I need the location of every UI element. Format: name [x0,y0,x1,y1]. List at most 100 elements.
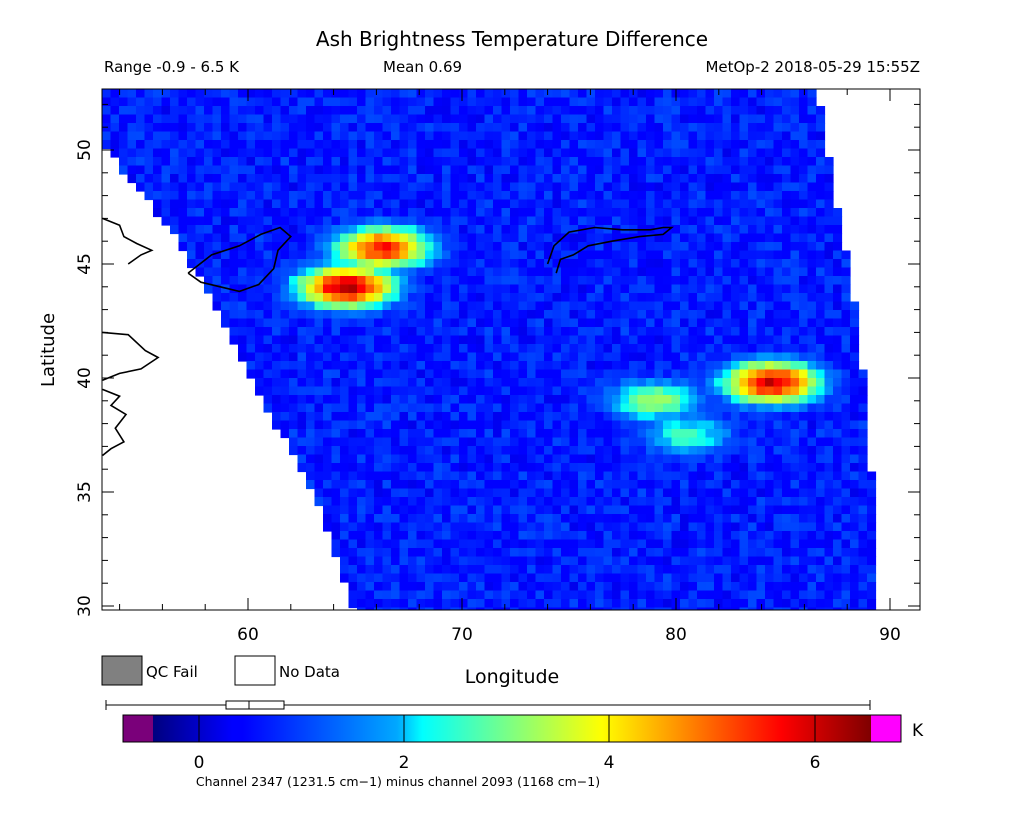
heatmap-cell [773,140,783,150]
heatmap-cell [391,386,401,396]
heatmap-cell [501,344,511,354]
heatmap-cell [603,344,613,354]
heatmap-cell [365,216,375,226]
heatmap-cell [476,488,486,498]
heatmap-cell [544,165,554,175]
heatmap-cell [688,582,698,592]
heatmap-cell [739,378,749,388]
heatmap-cell [195,199,205,209]
heatmap-cell [510,437,520,447]
heatmap-cell [459,225,469,235]
heatmap-cell [493,310,503,320]
heatmap-cell [331,539,341,549]
heatmap-cell [450,89,460,99]
heatmap-cell [807,114,817,124]
heatmap-cell [799,293,809,303]
heatmap-cell [484,89,494,99]
heatmap-cell [671,233,681,243]
heatmap-cell [170,208,180,218]
heatmap-cell [348,157,358,167]
heatmap-cell [348,403,358,413]
heatmap-cell [229,114,239,124]
heatmap-cell [603,352,613,362]
heatmap-cell [544,463,554,473]
heatmap-cell [824,327,834,337]
heatmap-cell [255,386,265,396]
heatmap-cell [578,310,588,320]
heatmap-cell [399,412,409,422]
heatmap-cell [416,114,426,124]
heatmap-cell [620,395,630,405]
heatmap-cell [663,89,673,99]
heatmap-cell [612,386,622,396]
heatmap-cell [518,276,528,286]
heatmap-cell [552,106,562,116]
heatmap-cell [569,318,579,328]
heatmap-cell [748,514,758,524]
heatmap-cell [416,361,426,371]
heatmap-cell [450,148,460,158]
heatmap-cell [790,89,800,99]
heatmap-cell [654,157,664,167]
heatmap-cell [790,123,800,133]
heatmap-cell [408,199,418,209]
heatmap-cell [569,420,579,430]
heatmap-cell [578,242,588,252]
heatmap-cell [459,565,469,575]
heatmap-cell [765,233,775,243]
heatmap-cell [544,514,554,524]
heatmap-cell [391,216,401,226]
heatmap-cell [765,556,775,566]
heatmap-cell [374,463,384,473]
heatmap-cell [833,531,843,541]
heatmap-cell [238,233,248,243]
heatmap-cell [289,199,299,209]
heatmap-cell [425,361,435,371]
heatmap-cell [629,539,639,549]
heatmap-cell [323,420,333,430]
heatmap-cell [748,123,758,133]
heatmap-cell [850,429,860,439]
heatmap-cell [714,446,724,456]
heatmap-cell [416,454,426,464]
heatmap-cell [280,386,290,396]
heatmap-cell [306,97,316,107]
heatmap-cell [153,140,163,150]
heatmap-cell [535,327,545,337]
heatmap-cell [527,573,537,583]
heatmap-cell [731,157,741,167]
heatmap-cell [756,225,766,235]
heatmap-cell [238,165,248,175]
heatmap-cell [510,522,520,532]
heatmap-cell [221,97,231,107]
heatmap-cell [433,573,443,583]
heatmap-cell [629,123,639,133]
heatmap-cell [586,327,596,337]
heatmap-cell [340,403,350,413]
heatmap-cell [561,565,571,575]
heatmap-cell [578,199,588,209]
heatmap-cell [535,420,545,430]
heatmap-cell [671,369,681,379]
heatmap-cell [807,454,817,464]
heatmap-cell [569,437,579,447]
heatmap-cell [272,199,282,209]
heatmap-cell [833,471,843,481]
heatmap-cell [603,335,613,345]
heatmap-cell [357,522,367,532]
heatmap-cell [603,208,613,218]
heatmap-cell [382,284,392,294]
heatmap-cell [773,429,783,439]
heatmap-cell [697,242,707,252]
heatmap-cell [637,573,647,583]
heatmap-cell [272,165,282,175]
heatmap-cell [161,148,171,158]
heatmap-cell [144,182,154,192]
heatmap-cell [306,267,316,277]
heatmap-cell [433,191,443,201]
heatmap-cell [187,157,197,167]
heatmap-cell [620,590,630,600]
heatmap-cell [705,208,715,218]
heatmap-cell [578,114,588,124]
heatmap-cell [365,174,375,184]
